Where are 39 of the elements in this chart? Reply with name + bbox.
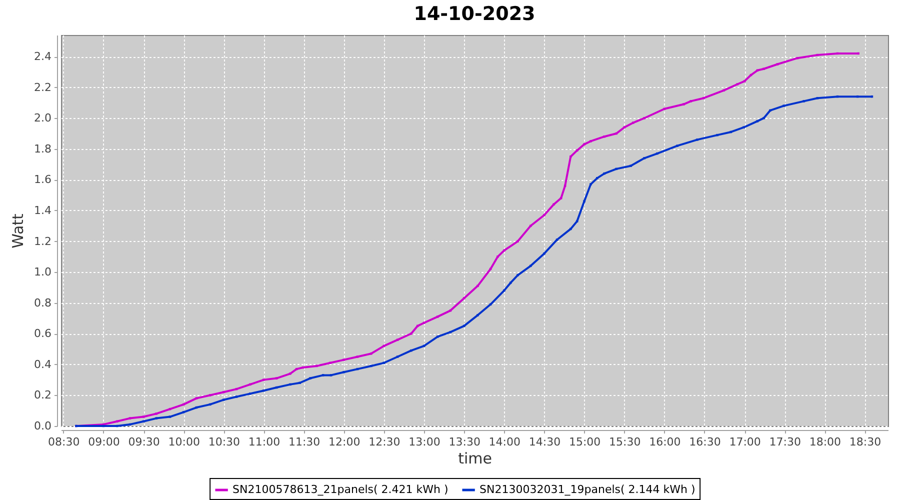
- y-tick-label: 1.0: [34, 266, 52, 279]
- x-tick-label: 09:30: [128, 436, 160, 448]
- x-tick-label: 15:30: [609, 436, 641, 448]
- x-tick-label: 08:30: [48, 436, 80, 448]
- chart-title: 14-10-2023: [414, 3, 536, 25]
- x-tick-label: 14:30: [528, 436, 561, 448]
- x-axis-title: time: [458, 450, 492, 468]
- x-tick-label: 10:30: [208, 436, 240, 448]
- x-tick-label: 16:00: [649, 436, 681, 448]
- y-tick-label: 2.4: [34, 50, 52, 64]
- y-tick-label: 2.0: [34, 112, 52, 125]
- y-tick-label: 0.8: [34, 296, 52, 310]
- x-tick-label: 09:00: [88, 436, 120, 448]
- x-tick-label: 13:00: [408, 436, 440, 448]
- legend-label: SN2100578613_21panels( 2.421 kWh ): [232, 483, 448, 496]
- x-tick-label: 18:30: [849, 436, 882, 448]
- y-tick-label: 0.0: [34, 420, 52, 432]
- y-tick-label: 1.4: [34, 204, 52, 217]
- y-tick-label: 1.6: [34, 173, 52, 186]
- x-tick-label: 15:00: [568, 436, 601, 448]
- y-tick-label: 0.6: [34, 327, 52, 340]
- x-tick-label: 12:00: [328, 436, 360, 448]
- x-tick-label: 10:00: [168, 436, 200, 448]
- x-tick-label: 16:30: [689, 436, 721, 448]
- y-tick-label: 0.2: [34, 388, 52, 402]
- y-tick-label: 0.4: [34, 358, 52, 371]
- legend-label: SN2130032031_19panels( 2.144 kWh ): [480, 483, 696, 496]
- y-axis-title: Watt: [9, 213, 28, 248]
- x-tick-label: 11:00: [248, 436, 280, 448]
- x-tick-label: 14:00: [488, 436, 520, 448]
- x-tick-label: 18:00: [809, 436, 842, 448]
- y-tick-label: 1.8: [34, 142, 52, 156]
- x-tick-label: 11:30: [288, 436, 320, 448]
- x-tick-label: 12:30: [368, 436, 400, 448]
- y-tick-label: 1.2: [34, 234, 52, 248]
- x-tick-label: 17:00: [729, 436, 761, 448]
- x-tick-label: 17:30: [769, 436, 801, 448]
- x-tick-label: 13:30: [448, 436, 480, 448]
- y-tick-label: 2.2: [34, 80, 52, 94]
